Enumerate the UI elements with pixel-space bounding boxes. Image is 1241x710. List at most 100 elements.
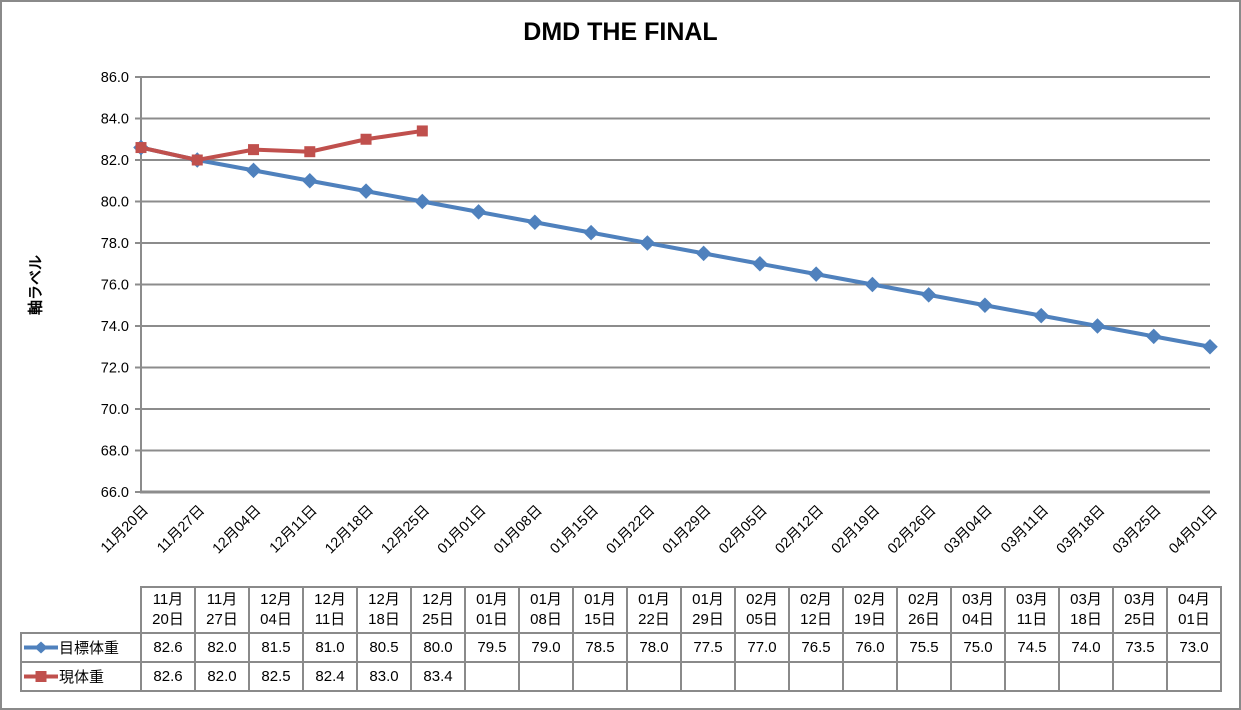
data-point-目標体重[interactable] bbox=[808, 266, 824, 282]
table-date-header[interactable]: 01月 22日 bbox=[626, 586, 682, 634]
table-value-cell[interactable] bbox=[788, 661, 844, 692]
table-value-cell[interactable]: 83.0 bbox=[356, 661, 412, 692]
data-point-現体重[interactable] bbox=[304, 146, 316, 158]
series-header-現体重[interactable]: 現体重 bbox=[20, 661, 142, 692]
table-value-cell[interactable] bbox=[950, 661, 1006, 692]
table-date-header[interactable]: 12月 11日 bbox=[302, 586, 358, 634]
data-point-目標体重[interactable] bbox=[414, 193, 431, 210]
x-axis-tick-label: 02月26日 bbox=[885, 503, 940, 558]
y-axis-tick-label: 84.0 bbox=[101, 112, 129, 128]
y-axis-tick-label: 70.0 bbox=[101, 402, 129, 418]
table-date-header[interactable]: 11月 20日 bbox=[140, 586, 196, 634]
table-date-header[interactable]: 12月 18日 bbox=[356, 586, 412, 634]
x-axis-tick-label: 01月22日 bbox=[604, 503, 659, 558]
table-value-cell[interactable] bbox=[518, 661, 574, 692]
chart-title: DMD THE FINAL bbox=[523, 18, 718, 46]
x-axis-tick-label: 12月11日 bbox=[267, 503, 321, 557]
table-date-header[interactable]: 01月 15日 bbox=[572, 586, 628, 634]
x-axis-tick-label: 03月11日 bbox=[998, 503, 1052, 557]
table-value-cell[interactable] bbox=[1004, 661, 1060, 692]
table-value-cell[interactable] bbox=[1112, 661, 1168, 692]
data-point-目標体重[interactable] bbox=[639, 235, 656, 251]
series-header-目標体重[interactable]: 目標体重 bbox=[20, 632, 142, 663]
data-point-目標体重[interactable] bbox=[583, 224, 599, 241]
data-point-目標体重[interactable] bbox=[1145, 328, 1162, 345]
table-date-header[interactable]: 12月 04日 bbox=[248, 586, 304, 634]
table-value-cell[interactable]: 74.0 bbox=[1058, 632, 1114, 663]
data-point-目標体重[interactable] bbox=[864, 276, 881, 293]
table-value-cell[interactable] bbox=[1058, 661, 1114, 692]
table-date-header[interactable]: 03月 25日 bbox=[1112, 586, 1168, 634]
table-value-cell[interactable]: 81.0 bbox=[302, 632, 358, 663]
table-value-cell[interactable]: 77.5 bbox=[680, 632, 736, 663]
table-date-header[interactable]: 02月 05日 bbox=[734, 586, 790, 634]
table-value-cell[interactable]: 80.0 bbox=[410, 632, 466, 663]
table-date-header[interactable]: 04月 01日 bbox=[1166, 586, 1222, 634]
data-point-目標体重[interactable] bbox=[977, 297, 993, 314]
table-value-cell[interactable]: 81.5 bbox=[248, 632, 304, 663]
table-value-cell[interactable] bbox=[626, 661, 682, 692]
table-value-cell[interactable]: 76.5 bbox=[788, 632, 844, 663]
table-value-cell[interactable]: 79.0 bbox=[518, 632, 574, 663]
x-axis-tick-label: 01月15日 bbox=[547, 503, 602, 558]
table-value-cell[interactable]: 82.6 bbox=[140, 661, 196, 692]
table-value-cell[interactable] bbox=[842, 661, 898, 692]
table-value-cell[interactable]: 73.5 bbox=[1112, 632, 1168, 663]
data-point-現体重[interactable] bbox=[248, 144, 260, 156]
data-point-目標体重[interactable] bbox=[695, 245, 712, 262]
chart-plot-area: 66.0 68.0 70.0 72.0 74.0 76.0 78.0 80.0 82.0 84.0… bbox=[98, 70, 1221, 558]
table-value-cell[interactable]: 73.0 bbox=[1166, 632, 1222, 663]
y-axis-tick-label: 86.0 bbox=[101, 70, 129, 86]
table-date-header[interactable]: 02月 12日 bbox=[788, 586, 844, 634]
table-date-header[interactable]: 03月 11日 bbox=[1004, 586, 1060, 634]
table-date-header[interactable]: 02月 26日 bbox=[896, 586, 952, 634]
table-date-header[interactable]: 01月 01日 bbox=[464, 586, 520, 634]
data-point-目標体重[interactable] bbox=[752, 255, 768, 272]
data-point-目標体重[interactable] bbox=[302, 172, 318, 189]
table-value-cell[interactable]: 78.5 bbox=[572, 632, 628, 663]
table-date-header[interactable]: 11月 27日 bbox=[194, 586, 250, 634]
table-value-cell[interactable] bbox=[464, 661, 520, 692]
table-value-cell[interactable] bbox=[1166, 661, 1222, 692]
table-value-cell[interactable]: 83.4 bbox=[410, 661, 466, 692]
table-value-cell[interactable]: 82.5 bbox=[248, 661, 304, 692]
table-value-cell[interactable]: 79.5 bbox=[464, 632, 520, 663]
data-point-目標体重[interactable] bbox=[1033, 307, 1049, 324]
y-axis-tick-label: 78.0 bbox=[101, 236, 129, 252]
table-value-cell[interactable]: 82.6 bbox=[140, 632, 196, 663]
table-date-header[interactable]: 01月 08日 bbox=[518, 586, 574, 634]
data-point-目標体重[interactable] bbox=[1202, 338, 1218, 355]
data-point-現体重[interactable] bbox=[360, 133, 372, 145]
data-point-現体重[interactable] bbox=[191, 154, 203, 166]
data-point-目標体重[interactable] bbox=[1089, 318, 1106, 334]
table-value-cell[interactable]: 77.0 bbox=[734, 632, 790, 663]
table-value-cell[interactable]: 74.5 bbox=[1004, 632, 1060, 663]
data-point-目標体重[interactable] bbox=[527, 214, 543, 231]
table-date-header[interactable]: 01月 29日 bbox=[680, 586, 736, 634]
table-value-cell[interactable]: 82.4 bbox=[302, 661, 358, 692]
table-value-cell[interactable]: 76.0 bbox=[842, 632, 898, 663]
table-value-cell[interactable]: 82.0 bbox=[194, 661, 250, 692]
series-line-目標体重 bbox=[140, 145, 1211, 349]
table-value-cell[interactable] bbox=[896, 661, 952, 692]
x-axis-tick-label: 02月12日 bbox=[772, 503, 827, 558]
data-point-目標体重[interactable] bbox=[920, 287, 937, 303]
table-value-cell[interactable] bbox=[734, 661, 790, 692]
table-date-header[interactable]: 12月 25日 bbox=[410, 586, 466, 634]
data-point-目標体重[interactable] bbox=[358, 183, 374, 199]
table-date-header[interactable]: 02月 19日 bbox=[842, 586, 898, 634]
table-value-cell[interactable]: 80.5 bbox=[356, 632, 412, 663]
table-value-cell[interactable]: 82.0 bbox=[194, 632, 250, 663]
data-point-目標体重[interactable] bbox=[245, 162, 262, 179]
table-value-cell[interactable] bbox=[680, 661, 736, 692]
table-date-header[interactable]: 03月 04日 bbox=[950, 586, 1006, 634]
data-point-現体重[interactable] bbox=[135, 142, 147, 154]
data-point-現体重[interactable] bbox=[416, 125, 428, 137]
table-value-cell[interactable] bbox=[572, 661, 628, 692]
table-date-header[interactable]: 03月 18日 bbox=[1058, 586, 1114, 634]
table-value-cell[interactable]: 75.5 bbox=[896, 632, 952, 663]
x-axis-tick-label: 01月08日 bbox=[491, 503, 546, 558]
data-point-目標体重[interactable] bbox=[470, 204, 487, 220]
table-value-cell[interactable]: 75.0 bbox=[950, 632, 1006, 663]
table-value-cell[interactable]: 78.0 bbox=[626, 632, 682, 663]
